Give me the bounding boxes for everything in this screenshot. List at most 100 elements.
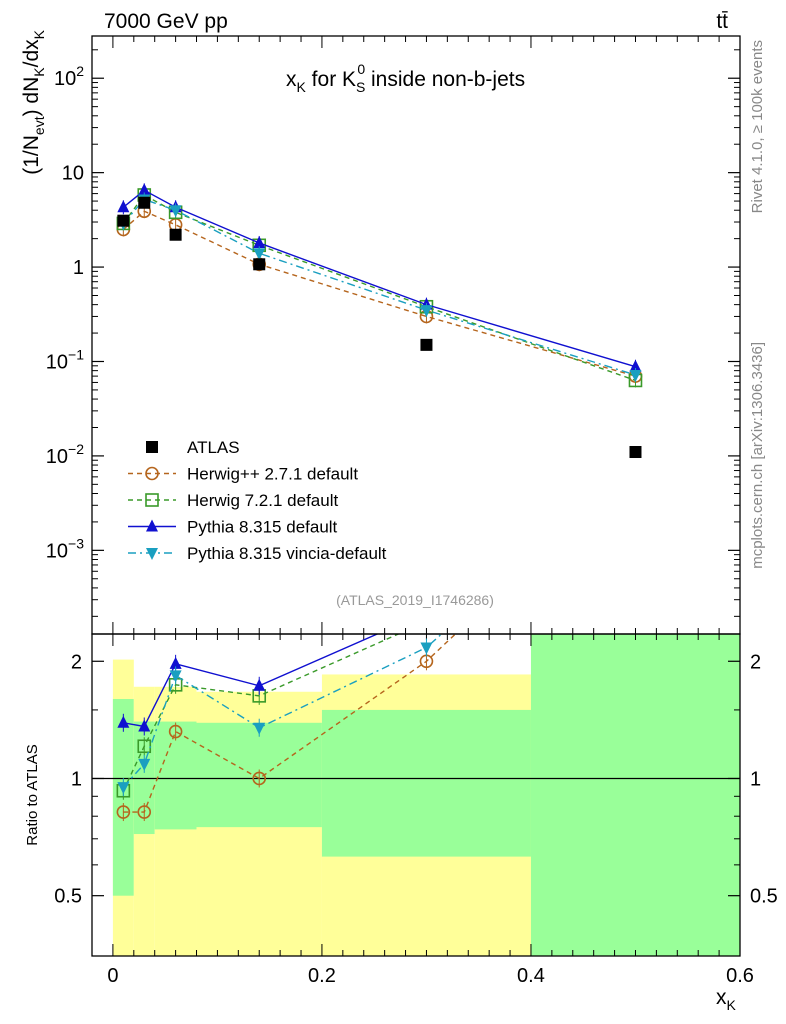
title-tail: inside non-b-jets	[365, 68, 525, 91]
ratio-point-pythia-2	[169, 656, 182, 669]
ratio-point-pythia-0	[117, 715, 130, 728]
ratio-line-herwig7	[122, 634, 401, 792]
y-tick-base: 10	[46, 540, 68, 562]
point-pythia-3	[253, 235, 266, 248]
ratio-frame	[91, 633, 741, 957]
main-series-group	[116, 183, 643, 459]
ratio-y-label-right-0: 0.5	[750, 886, 778, 908]
legend-label-3: Pythia 8.315 default	[187, 518, 338, 537]
legend-marker-pythia	[146, 519, 158, 532]
y-tick-exp: −2	[68, 441, 84, 457]
point-atlas-0	[117, 214, 130, 227]
point-atlas-1	[138, 196, 151, 209]
series-atlas	[117, 196, 642, 459]
series-herwigpp	[116, 204, 643, 384]
title-k-sup: 0	[357, 61, 365, 77]
ylabel-a: (1/N	[20, 135, 43, 175]
ratio-point-herwig7-5	[629, 478, 641, 490]
ratio-series-vincia	[117, 457, 641, 797]
ratio-line-pythia	[123, 634, 379, 728]
y-tick-exp: 2	[76, 63, 84, 79]
x-tick-label-0: 0	[107, 965, 118, 987]
legend-label-4: Pythia 8.315 vincia-default	[187, 544, 387, 563]
y-tick-exp: −3	[68, 535, 84, 551]
legend: ATLAS Herwig++ 2.7.1 default Herwig 7.2.1 …	[128, 438, 387, 563]
band-inner-4	[321, 709, 531, 857]
legend-label-2: Herwig 7.2.1 default	[187, 491, 338, 510]
point-atlas-3	[253, 258, 266, 271]
ratio-point-herwigpp-1	[137, 805, 152, 819]
series-line-herwigpp	[122, 210, 636, 377]
title-x-sub: K	[297, 79, 307, 95]
ratio-point-vincia-0	[117, 782, 130, 795]
point-atlas-2	[169, 228, 182, 241]
ratio-series-clipped	[116, 420, 641, 822]
xlabel-base: x	[716, 986, 727, 1009]
ratio-line-herwigpp	[123, 634, 457, 813]
y-tick-label-0: 10−3	[46, 535, 84, 562]
ylabel-a-sub: evt	[31, 116, 47, 135]
ratio-uncertainty-bands	[112, 634, 740, 956]
ratio-y-label-right-1: 1	[750, 768, 761, 790]
ylabel-c-sub: K	[31, 29, 47, 39]
point-vincia-4	[420, 305, 433, 318]
ratio-y-label-right-2: 2	[750, 651, 761, 673]
y-tick-base: 10	[54, 68, 76, 90]
legend-marker-atlas	[146, 441, 158, 453]
ylabel-b: ) dN	[20, 77, 43, 117]
ratio-point-pythia-1	[138, 719, 151, 732]
ratio-line-vincia	[122, 634, 443, 788]
x-tick-label-3: 0.6	[726, 965, 754, 987]
header-right: tt̄	[716, 10, 728, 33]
ratio-series-pythia	[117, 420, 641, 736]
ratio-point-herwigpp-5	[629, 459, 641, 471]
point-atlas-5	[629, 446, 642, 459]
series-pythia	[117, 183, 642, 374]
header-left: 7000 GeV pp	[104, 10, 228, 33]
title-x: x	[286, 68, 297, 91]
ratio-point-herwigpp-3	[252, 771, 267, 786]
ylabel-b-sub: K	[31, 67, 47, 77]
y-tick-label-1: 10−2	[46, 441, 84, 468]
ratio-point-pythia-3	[253, 678, 266, 691]
y-tick-label-3: 1	[73, 257, 84, 279]
xlabel: xK	[716, 986, 737, 1013]
ratio-point-vincia-5	[629, 457, 641, 469]
ratio-point-herwigpp-0	[116, 805, 131, 819]
point-vincia-2	[169, 205, 182, 218]
ratio-series-group	[116, 420, 641, 822]
ratio-point-vincia-1	[138, 758, 151, 771]
ratio-y-label-left-2: 2	[71, 651, 82, 673]
y-tick-label-2: 10−1	[46, 346, 84, 373]
ylabel-c: /dx	[20, 39, 43, 68]
point-vincia-3	[253, 248, 266, 261]
point-pythia-0	[117, 200, 130, 213]
band-inner-5	[530, 634, 740, 956]
title-k-sub: S	[356, 79, 365, 95]
point-pythia-5	[629, 359, 642, 372]
point-atlas-4	[420, 338, 433, 351]
point-pythia-1	[138, 183, 151, 196]
ratio-ylabel: Ratio to ATLAS	[24, 744, 41, 845]
legend-label-0: ATLAS	[187, 438, 240, 457]
point-vincia-5	[629, 369, 642, 382]
y-tick-label-5: 102	[54, 63, 84, 90]
ratio-point-pythia-5	[629, 420, 641, 432]
legend-label-1: Herwig++ 2.7.1 default	[187, 465, 358, 484]
series-line-vincia	[122, 198, 636, 376]
main-title: xK for KS 0 inside non-b-jets	[286, 61, 525, 95]
ratio-y-label-left-1: 1	[71, 768, 82, 790]
y-tick-label-4: 10	[62, 163, 84, 185]
y-tick-base: 10	[46, 351, 68, 373]
y-tick-base: 10	[46, 446, 68, 468]
ratio-point-vincia-3	[253, 722, 266, 735]
ratio-y-label-left-0: 0.5	[54, 886, 82, 908]
rivet-label: Rivet 4.1.0, ≥ 100k events	[749, 40, 766, 213]
main-ylabel: (1/Nevt) dNK/dxK	[20, 29, 47, 174]
ratio-point-herwigpp-2	[168, 724, 183, 739]
y-tick-exp: −1	[68, 346, 84, 362]
legend-marker-herwig7	[145, 493, 159, 507]
x-tick-label-1: 0.2	[308, 965, 336, 987]
